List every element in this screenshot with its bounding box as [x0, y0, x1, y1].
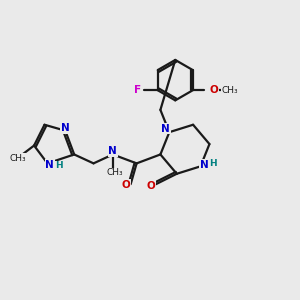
Text: F: F: [134, 85, 141, 95]
Text: O: O: [122, 180, 130, 190]
Text: O: O: [146, 181, 155, 191]
Text: O: O: [210, 85, 218, 95]
Text: N: N: [200, 160, 208, 170]
Text: CH₃: CH₃: [10, 154, 26, 163]
Text: N: N: [46, 160, 54, 170]
Text: CH₃: CH₃: [107, 168, 124, 177]
Text: N: N: [161, 124, 170, 134]
Text: H: H: [55, 161, 63, 170]
Text: H: H: [209, 160, 217, 169]
Text: CH₃: CH₃: [221, 86, 238, 95]
Text: N: N: [61, 123, 70, 133]
Text: N: N: [109, 146, 117, 156]
